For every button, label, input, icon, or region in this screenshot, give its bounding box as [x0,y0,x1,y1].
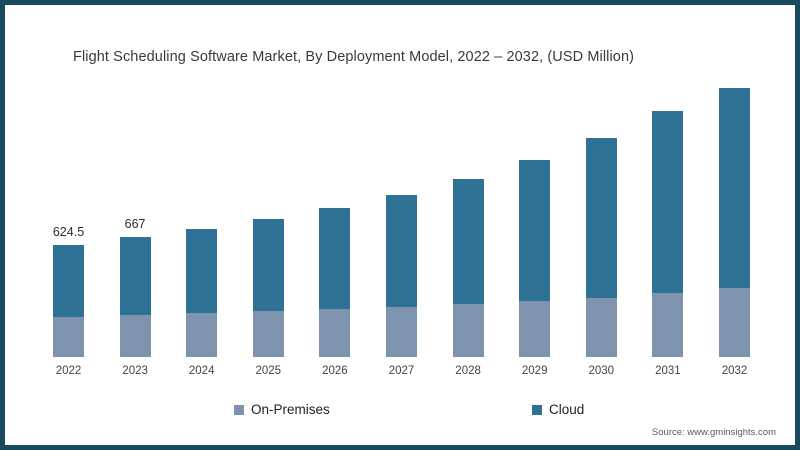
bar-segment-on-premises-2026[interactable] [319,308,351,357]
bar-column-2024[interactable] [186,228,218,357]
bar-column-2028[interactable] [452,179,484,357]
x-axis-label-2022: 2022 [55,365,82,377]
bar-segment-cloud-2023[interactable] [119,237,151,316]
bar-segment-cloud-2030[interactable] [585,138,617,298]
bar-segment-cloud-2028[interactable] [452,179,484,305]
bar-segment-cloud-2022[interactable] [53,245,84,317]
bar-segment-on-premises-2024[interactable] [186,313,218,357]
chart-title: Flight Scheduling Software Market, By De… [73,49,635,65]
bar-column-2031[interactable] [652,111,684,357]
bar-value-label-2023: 667 [124,217,146,232]
x-axis-label-2030: 2030 [588,365,615,377]
bar-segment-cloud-2024[interactable] [186,228,218,314]
bar-column-2025[interactable] [252,219,284,357]
legend-item-cloud[interactable]: Cloud [532,402,584,417]
bar-segment-on-premises-2030[interactable] [585,297,617,357]
bar-segment-cloud-2032[interactable] [719,87,750,288]
legend-swatch-on-premises [234,404,244,415]
bar-column-2027[interactable] [386,194,417,357]
bar-segment-on-premises-2031[interactable] [652,293,684,357]
x-axis-label-2024: 2024 [188,365,215,377]
legend-swatch-cloud [532,404,542,415]
bar-segment-on-premises-2028[interactable] [452,304,484,357]
bar-segment-cloud-2029[interactable] [519,159,551,302]
bar-column-2029[interactable] [519,159,551,357]
legend-item-on-premises[interactable]: On-Premises [234,402,330,417]
bar-segment-cloud-2026[interactable] [319,208,351,309]
bar-column-2022[interactable] [53,245,84,357]
bar-segment-cloud-2031[interactable] [652,111,684,294]
x-axis-label-2029: 2029 [521,365,548,377]
chart-legend: On-Premises Cloud [5,402,795,422]
x-axis-label-2023: 2023 [122,365,148,377]
bar-segment-on-premises-2029[interactable] [519,301,551,357]
x-axis-label-2031: 2031 [655,365,681,377]
bar-segment-on-premises-2023[interactable] [119,315,151,357]
x-axis-label-2026: 2026 [322,365,348,377]
x-axis-label-2027: 2027 [388,365,415,377]
bar-column-2032[interactable] [719,87,750,357]
plot-area: 624.5 2022 667 2023 2024 2025 2026 2027 2028 2029… [5,5,795,445]
bar-segment-cloud-2027[interactable] [386,194,417,307]
chart-canvas: Flight Scheduling Software Market, By De… [5,5,795,445]
legend-label-on-premises: On-Premises [251,402,330,417]
source-attribution: Source: www.gminsights.com [651,427,776,438]
bar-segment-on-premises-2032[interactable] [719,287,750,357]
bar-column-2030[interactable] [585,138,617,357]
bar-value-label-2022: 624.5 [52,225,85,239]
bar-segment-on-premises-2022[interactable] [53,317,84,357]
x-axis-label-2028: 2028 [455,365,481,377]
x-axis-label-2032: 2032 [721,365,748,377]
bar-segment-cloud-2025[interactable] [252,219,284,312]
legend-label-cloud: Cloud [549,402,585,417]
x-axis-label-2025: 2025 [255,365,282,377]
bar-column-2023[interactable] [119,237,151,357]
bar-segment-on-premises-2027[interactable] [386,306,417,357]
bar-column-2026[interactable] [319,208,351,357]
bar-segment-on-premises-2025[interactable] [252,311,284,357]
